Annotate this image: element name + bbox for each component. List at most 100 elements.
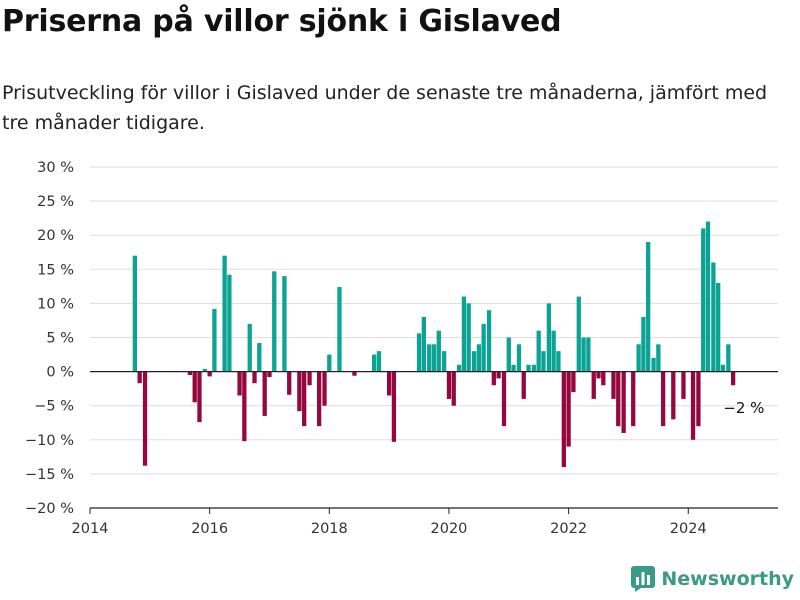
bar	[421, 317, 426, 372]
bar	[576, 296, 581, 372]
brand-name: Newsworthy	[661, 568, 794, 590]
bar	[466, 303, 471, 372]
y-tick-label: 15 %	[37, 262, 74, 278]
bar	[322, 371, 327, 406]
bar	[511, 364, 516, 372]
bar	[566, 371, 571, 447]
x-tick-label: 2020	[431, 521, 468, 537]
bar	[307, 371, 312, 386]
bar	[726, 344, 731, 372]
x-tick-label: 2018	[311, 521, 348, 537]
bar	[427, 344, 432, 372]
x-tick-label: 2024	[670, 521, 707, 537]
last-value-label: −2 %	[723, 399, 764, 417]
bar	[561, 371, 566, 468]
bar	[471, 351, 477, 372]
bar	[681, 371, 686, 399]
bar-chart-logo-icon	[631, 566, 656, 592]
chart-title: Priserna på villor sjönk i Gislaved	[2, 4, 562, 39]
bar	[431, 344, 437, 372]
bar	[247, 323, 252, 372]
bar	[501, 371, 507, 427]
bar	[521, 371, 526, 399]
bar	[701, 228, 706, 372]
bar	[212, 308, 217, 372]
bar	[442, 351, 447, 372]
bar	[287, 371, 292, 395]
bar	[516, 344, 522, 372]
bar	[526, 364, 531, 372]
bar	[142, 371, 148, 466]
bar	[705, 221, 711, 372]
bar	[202, 368, 208, 372]
chart-subtitle: Prisutveckling för villor i Gislaved und…	[2, 82, 768, 134]
bar	[601, 371, 606, 386]
bar	[302, 371, 307, 427]
bar	[446, 371, 452, 399]
bar	[591, 371, 596, 399]
bar	[416, 333, 422, 372]
bar	[272, 271, 277, 372]
x-tick-label: 2014	[72, 521, 109, 537]
bar	[327, 354, 332, 372]
y-tick-label: 5 %	[46, 331, 74, 347]
bar	[461, 296, 467, 372]
bar	[690, 371, 696, 440]
bar	[671, 371, 676, 420]
y-tick-label: −20 %	[25, 501, 74, 517]
bar	[376, 351, 382, 372]
bar	[491, 371, 496, 386]
bar	[257, 342, 262, 372]
bar	[631, 371, 636, 427]
bar	[556, 351, 561, 372]
bar	[616, 371, 621, 427]
x-tick-label: 2022	[550, 521, 587, 537]
bar	[531, 364, 537, 372]
bar	[386, 371, 392, 396]
bar	[262, 371, 267, 416]
bar	[337, 287, 342, 372]
bar	[541, 351, 546, 372]
bar	[242, 371, 247, 442]
bar	[476, 344, 482, 372]
y-tick-label: 25 %	[37, 194, 74, 210]
bar	[227, 274, 232, 372]
bar	[551, 330, 556, 372]
bar	[252, 371, 257, 384]
bar	[192, 371, 197, 403]
bar	[316, 371, 322, 427]
bar	[372, 354, 377, 372]
bar	[711, 262, 716, 372]
bar	[187, 371, 193, 376]
bar	[720, 364, 726, 372]
bar	[581, 337, 586, 372]
y-tick-label: 10 %	[37, 296, 74, 312]
y-tick-label: 0 %	[46, 365, 74, 381]
bar	[651, 357, 656, 372]
bar	[352, 371, 357, 376]
bar	[481, 323, 486, 372]
y-tick-label: 20 %	[37, 228, 74, 244]
bar	[207, 371, 212, 377]
bar	[621, 371, 626, 433]
bar	[596, 371, 601, 379]
bar	[571, 371, 576, 393]
y-tick-label: −15 %	[25, 467, 74, 483]
bar	[716, 282, 721, 372]
bar	[197, 371, 202, 423]
bar	[451, 371, 456, 406]
bar	[132, 255, 138, 372]
axes	[89, 371, 778, 514]
bar	[297, 371, 302, 412]
bar	[646, 242, 651, 372]
bar	[641, 317, 646, 372]
bar	[611, 371, 616, 399]
bar	[506, 337, 511, 372]
bar	[222, 255, 227, 372]
y-tick-label: −5 %	[34, 399, 74, 415]
grid-lines	[90, 166, 778, 475]
bar	[237, 371, 242, 396]
tick-labels: 30 % 25 % 20 % 15 % 10 % 5 % 0 % −5 % −10 % −15 %…	[25, 160, 764, 537]
y-tick-label: 30 %	[37, 160, 74, 176]
